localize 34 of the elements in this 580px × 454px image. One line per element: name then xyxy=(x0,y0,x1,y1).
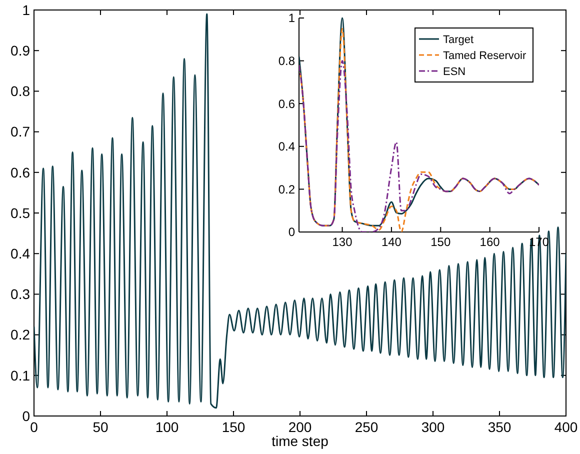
legend-label: ESN xyxy=(443,66,466,78)
y-tick-label: 0.9 xyxy=(10,42,30,58)
y-tick-label: 0.2 xyxy=(278,182,296,196)
line-series xyxy=(34,13,566,409)
y-tick-label: 0.8 xyxy=(278,54,296,68)
x-tick-label: 300 xyxy=(421,419,445,435)
y-tick-label: 0.3 xyxy=(10,286,30,302)
y-tick-label: 0.4 xyxy=(10,246,30,262)
y-tick-label: 0.6 xyxy=(10,164,30,180)
x-axis-title: time step xyxy=(272,433,329,449)
y-tick-label: 0 xyxy=(22,408,30,424)
x-tick-label: 160 xyxy=(480,235,500,249)
y-tick-label: 1 xyxy=(22,2,30,18)
y-tick-label: 0.7 xyxy=(10,124,30,140)
y-tick-label: 0.6 xyxy=(278,96,296,111)
y-tick-label: 0.2 xyxy=(10,326,30,343)
x-tick-label: 400 xyxy=(554,419,578,435)
x-tick-label: 250 xyxy=(354,419,378,435)
legend-label: Target xyxy=(443,34,474,46)
x-tick-label: 350 xyxy=(488,419,512,435)
y-tick-label: 0.8 xyxy=(10,83,30,100)
y-tick-label: 0.4 xyxy=(278,140,296,154)
x-tick-label: 140 xyxy=(381,235,402,249)
x-tick-label: 150 xyxy=(222,419,246,435)
y-tick-label: 0.5 xyxy=(10,204,30,221)
y-tick-label: 0 xyxy=(288,225,296,240)
legend-label: Tamed Reservoir xyxy=(443,50,526,62)
y-tick-label: 1 xyxy=(288,11,296,26)
x-tick-label: 100 xyxy=(155,419,179,435)
x-tick-label: 50 xyxy=(92,419,108,435)
x-tick-label: 150 xyxy=(430,235,451,249)
x-tick-label: 130 xyxy=(332,235,353,249)
y-tick-label: 0.1 xyxy=(10,367,30,384)
x-tick-label: 200 xyxy=(288,419,312,435)
